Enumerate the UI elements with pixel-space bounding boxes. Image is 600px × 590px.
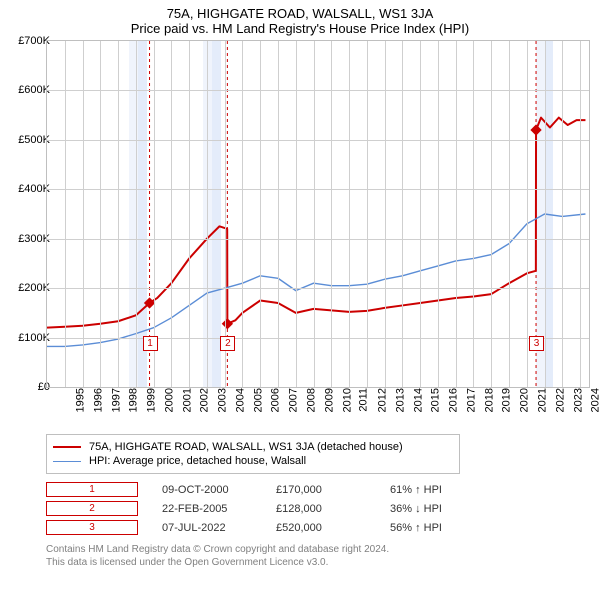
chart-svg bbox=[47, 41, 589, 387]
x-tick-label: 1999 bbox=[146, 388, 158, 412]
x-tick-label: 2024 bbox=[590, 388, 600, 412]
chart-container: 75A, HIGHGATE ROAD, WALSALL, WS1 3JA Pri… bbox=[0, 0, 600, 590]
x-tick-label: 2002 bbox=[199, 388, 211, 412]
x-tick-label: 2015 bbox=[430, 388, 442, 412]
chart-title: 75A, HIGHGATE ROAD, WALSALL, WS1 3JA bbox=[0, 0, 600, 21]
legend-swatch-hpi bbox=[53, 461, 81, 462]
sales-table: 1 09-OCT-2000 £170,000 61% ↑ HPI 2 22-FEB-200… bbox=[46, 482, 600, 535]
sales-price: £520,000 bbox=[276, 522, 366, 534]
x-tick-label: 1996 bbox=[92, 388, 104, 412]
chart-subtitle: Price paid vs. HM Land Registry's House … bbox=[0, 21, 600, 36]
sales-delta: 61% ↑ HPI bbox=[390, 484, 480, 496]
x-tick-label: 2023 bbox=[572, 388, 584, 412]
legend-row-hpi: HPI: Average price, detached house, Wals… bbox=[53, 455, 453, 467]
sales-date: 09-OCT-2000 bbox=[162, 484, 252, 496]
x-tick-label: 2011 bbox=[358, 388, 370, 412]
x-tick-label: 2016 bbox=[448, 388, 460, 412]
x-tick-label: 2012 bbox=[377, 388, 389, 412]
legend-box: 75A, HIGHGATE ROAD, WALSALL, WS1 3JA (de… bbox=[46, 434, 460, 474]
sales-price: £170,000 bbox=[276, 484, 366, 496]
x-tick-label: 2007 bbox=[288, 388, 300, 412]
sales-row: 2 22-FEB-2005 £128,000 36% ↓ HPI bbox=[46, 501, 600, 516]
sales-marker: 2 bbox=[46, 501, 138, 516]
footer-attribution: Contains HM Land Registry data © Crown c… bbox=[46, 543, 600, 569]
x-tick-label: 2022 bbox=[554, 388, 566, 412]
sales-delta: 36% ↓ HPI bbox=[390, 503, 480, 515]
legend-label-property: 75A, HIGHGATE ROAD, WALSALL, WS1 3JA (de… bbox=[89, 441, 403, 453]
x-tick-label: 2013 bbox=[394, 388, 406, 412]
x-tick-label: 2010 bbox=[341, 388, 353, 412]
x-tick-label: 2019 bbox=[501, 388, 513, 412]
sales-marker: 1 bbox=[46, 482, 138, 497]
legend-label-hpi: HPI: Average price, detached house, Wals… bbox=[89, 455, 306, 467]
x-tick-label: 2003 bbox=[217, 388, 229, 412]
x-tick-label: 2014 bbox=[412, 388, 424, 412]
x-tick-label: 2001 bbox=[181, 388, 193, 412]
x-tick-label: 2000 bbox=[163, 388, 175, 412]
chart-plot-area: 1 2 3 bbox=[46, 40, 590, 388]
x-tick-label: 1997 bbox=[110, 388, 122, 412]
x-tick-label: 2008 bbox=[306, 388, 318, 412]
sales-marker: 3 bbox=[46, 520, 138, 535]
footer-line1: Contains HM Land Registry data © Crown c… bbox=[46, 543, 600, 556]
legend-swatch-property bbox=[53, 446, 81, 448]
sales-date: 22-FEB-2005 bbox=[162, 503, 252, 515]
x-tick-label: 2017 bbox=[465, 388, 477, 412]
sales-price: £128,000 bbox=[276, 503, 366, 515]
x-tick-label: 1998 bbox=[128, 388, 140, 412]
x-tick-label: 2006 bbox=[270, 388, 282, 412]
x-tick-label: 2009 bbox=[323, 388, 335, 412]
chart-marker-1: 1 bbox=[143, 336, 158, 351]
x-tick-label: 2018 bbox=[483, 388, 495, 412]
sales-date: 07-JUL-2022 bbox=[162, 522, 252, 534]
footer-line2: This data is licensed under the Open Gov… bbox=[46, 556, 600, 569]
x-tick-label: 1995 bbox=[74, 388, 86, 412]
x-tick-label: 2004 bbox=[234, 388, 246, 412]
x-tick-label: 2021 bbox=[537, 388, 549, 412]
sales-delta: 56% ↑ HPI bbox=[390, 522, 480, 534]
x-tick-label: 2020 bbox=[519, 388, 531, 412]
x-axis-labels: 1995 1996 1997 1998 1999 2000 2001 2002 2003 2004… bbox=[46, 388, 590, 428]
chart-marker-3: 3 bbox=[529, 336, 544, 351]
chart-marker-2: 2 bbox=[220, 336, 235, 351]
sales-row: 3 07-JUL-2022 £520,000 56% ↑ HPI bbox=[46, 520, 600, 535]
sales-row: 1 09-OCT-2000 £170,000 61% ↑ HPI bbox=[46, 482, 600, 497]
x-tick-label: 2005 bbox=[252, 388, 264, 412]
legend-row-property: 75A, HIGHGATE ROAD, WALSALL, WS1 3JA (de… bbox=[53, 441, 453, 453]
